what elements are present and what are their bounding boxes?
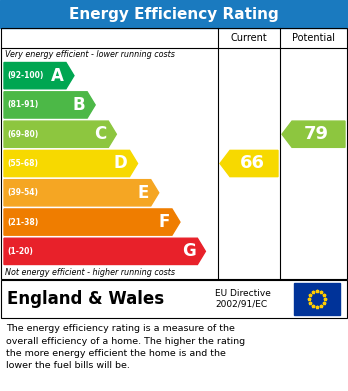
Polygon shape [4, 209, 180, 235]
Polygon shape [4, 63, 74, 89]
Text: (92-100): (92-100) [7, 71, 44, 80]
Text: (1-20): (1-20) [7, 247, 33, 256]
Bar [0, 279, 348, 319]
Text: E: E [137, 184, 149, 202]
Text: F: F [159, 213, 170, 231]
Text: (81-91): (81-91) [7, 100, 38, 109]
Text: Not energy efficient - higher running costs: Not energy efficient - higher running co… [5, 268, 175, 277]
Text: G: G [182, 242, 195, 260]
Text: Very energy efficient - lower running costs: Very energy efficient - lower running co… [5, 50, 175, 59]
Polygon shape [4, 121, 116, 147]
Text: 66: 66 [239, 154, 264, 172]
Polygon shape [282, 121, 345, 147]
Text: C: C [94, 125, 106, 143]
Text: EU Directive: EU Directive [215, 289, 271, 298]
Text: B: B [72, 96, 85, 114]
Polygon shape [4, 238, 205, 264]
Bar [294, 283, 340, 315]
Text: (69-80): (69-80) [7, 130, 38, 139]
Text: A: A [51, 66, 64, 84]
Bar [0, 0, 348, 28]
Bar [1, 28, 347, 279]
Text: The energy efficiency rating is a measure of the
overall efficiency of a home. T: The energy efficiency rating is a measur… [6, 324, 245, 371]
Text: 2002/91/EC: 2002/91/EC [215, 300, 267, 308]
Text: Potential: Potential [292, 33, 335, 43]
Bar [1, 280, 347, 318]
Text: England & Wales: England & Wales [7, 290, 164, 308]
Text: (39-54): (39-54) [7, 188, 38, 197]
Text: 79: 79 [304, 125, 329, 143]
Polygon shape [4, 92, 95, 118]
Polygon shape [220, 151, 278, 177]
Text: Energy Efficiency Rating: Energy Efficiency Rating [69, 7, 279, 22]
Text: D: D [114, 154, 128, 172]
Text: Current: Current [231, 33, 267, 43]
Polygon shape [4, 179, 159, 206]
Text: (21-38): (21-38) [7, 217, 38, 226]
Polygon shape [4, 151, 137, 177]
Text: (55-68): (55-68) [7, 159, 38, 168]
